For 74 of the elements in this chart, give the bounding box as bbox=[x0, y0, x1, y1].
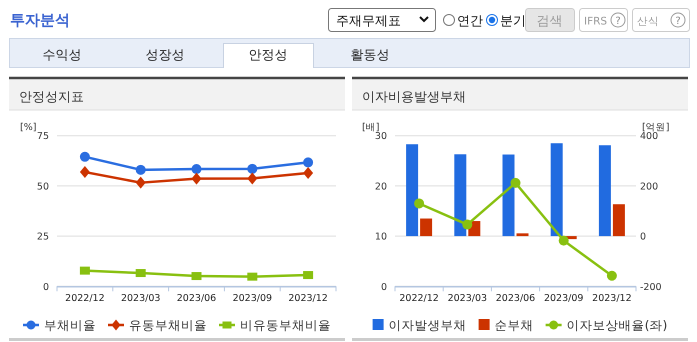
point bbox=[414, 198, 424, 208]
legend-label: 비유동부채비율 bbox=[240, 318, 331, 332]
text: 투자분석 bbox=[10, 11, 70, 29]
bar bbox=[550, 143, 563, 236]
y-tick-label: 30 bbox=[374, 131, 387, 142]
y-tick-label: 50 bbox=[36, 181, 49, 192]
bar bbox=[612, 204, 625, 236]
point bbox=[80, 266, 90, 275]
x-tick-label: 2023/12 bbox=[288, 293, 328, 304]
text: 주재무제표 bbox=[336, 14, 401, 29]
point bbox=[303, 157, 314, 168]
text: 연간 bbox=[457, 14, 483, 29]
point bbox=[303, 271, 314, 280]
point bbox=[303, 167, 314, 180]
x-tick-label: 2023/12 bbox=[592, 293, 632, 304]
bar bbox=[598, 145, 611, 236]
legend-label: 유동부채비율 bbox=[129, 318, 207, 332]
text: ? bbox=[675, 16, 681, 27]
point bbox=[80, 152, 90, 162]
text: ? bbox=[615, 16, 621, 27]
text: 안정성 bbox=[248, 48, 288, 63]
y2-axis-title: [억원] bbox=[642, 122, 670, 133]
bar bbox=[406, 144, 418, 236]
y-tick-label: 25 bbox=[36, 232, 49, 243]
point bbox=[192, 164, 202, 174]
y-axis-title: [배] bbox=[362, 122, 380, 133]
x-tick-label: 2022/12 bbox=[399, 293, 439, 304]
y-tick-label: 10 bbox=[374, 232, 387, 243]
legend-label: 이자보상배율(좌) bbox=[566, 318, 668, 332]
y2-tick-label: 400 bbox=[640, 131, 658, 142]
bar bbox=[454, 154, 466, 236]
chart-title: 안정성지표 bbox=[19, 90, 84, 105]
chart-title: 이자비용발생부채 bbox=[362, 90, 466, 105]
x-tick-label: 2023/09 bbox=[544, 293, 584, 304]
legend-label: 부채비율 bbox=[44, 318, 96, 332]
legend-label: 이자발생부채 bbox=[388, 318, 467, 332]
x-tick-label: 2023/06 bbox=[176, 293, 216, 304]
y-tick-label: 0 bbox=[380, 282, 387, 293]
x-tick-label: 2023/03 bbox=[120, 293, 160, 304]
x-tick-label: 2023/06 bbox=[496, 293, 536, 304]
legend-label: 순부채 bbox=[494, 318, 534, 332]
point bbox=[247, 272, 258, 281]
point bbox=[136, 269, 146, 278]
text: 성장성 bbox=[146, 48, 184, 63]
point bbox=[192, 172, 202, 185]
text: 수익성 bbox=[42, 48, 82, 63]
y2-tick-label: 200 bbox=[640, 181, 658, 192]
point bbox=[136, 164, 146, 175]
bar bbox=[420, 218, 432, 236]
x-tick-label: 2023/03 bbox=[448, 293, 488, 304]
point bbox=[462, 220, 472, 230]
text: 산식 bbox=[637, 16, 659, 28]
text: IFRS bbox=[584, 16, 608, 28]
point bbox=[247, 172, 258, 184]
y2-tick-label: -200 bbox=[640, 282, 662, 293]
point bbox=[136, 176, 146, 189]
text: 검색 bbox=[536, 14, 562, 29]
y-axis-title: [%] bbox=[20, 122, 36, 133]
text: 분기 bbox=[500, 14, 526, 29]
bar bbox=[502, 154, 514, 236]
point bbox=[247, 164, 258, 174]
y-tick-label: 75 bbox=[36, 131, 49, 142]
text: 활동성 bbox=[350, 48, 390, 63]
point bbox=[510, 178, 520, 188]
x-tick-label: 2023/09 bbox=[232, 293, 272, 304]
point bbox=[192, 272, 202, 280]
y-tick-label: 20 bbox=[374, 181, 387, 192]
y-tick-label: 0 bbox=[42, 282, 49, 293]
point bbox=[558, 236, 569, 246]
x-tick-label: 2022/12 bbox=[65, 293, 105, 304]
point bbox=[80, 166, 90, 178]
point bbox=[606, 270, 617, 281]
bar bbox=[516, 233, 528, 236]
y2-tick-label: 0 bbox=[640, 232, 646, 243]
